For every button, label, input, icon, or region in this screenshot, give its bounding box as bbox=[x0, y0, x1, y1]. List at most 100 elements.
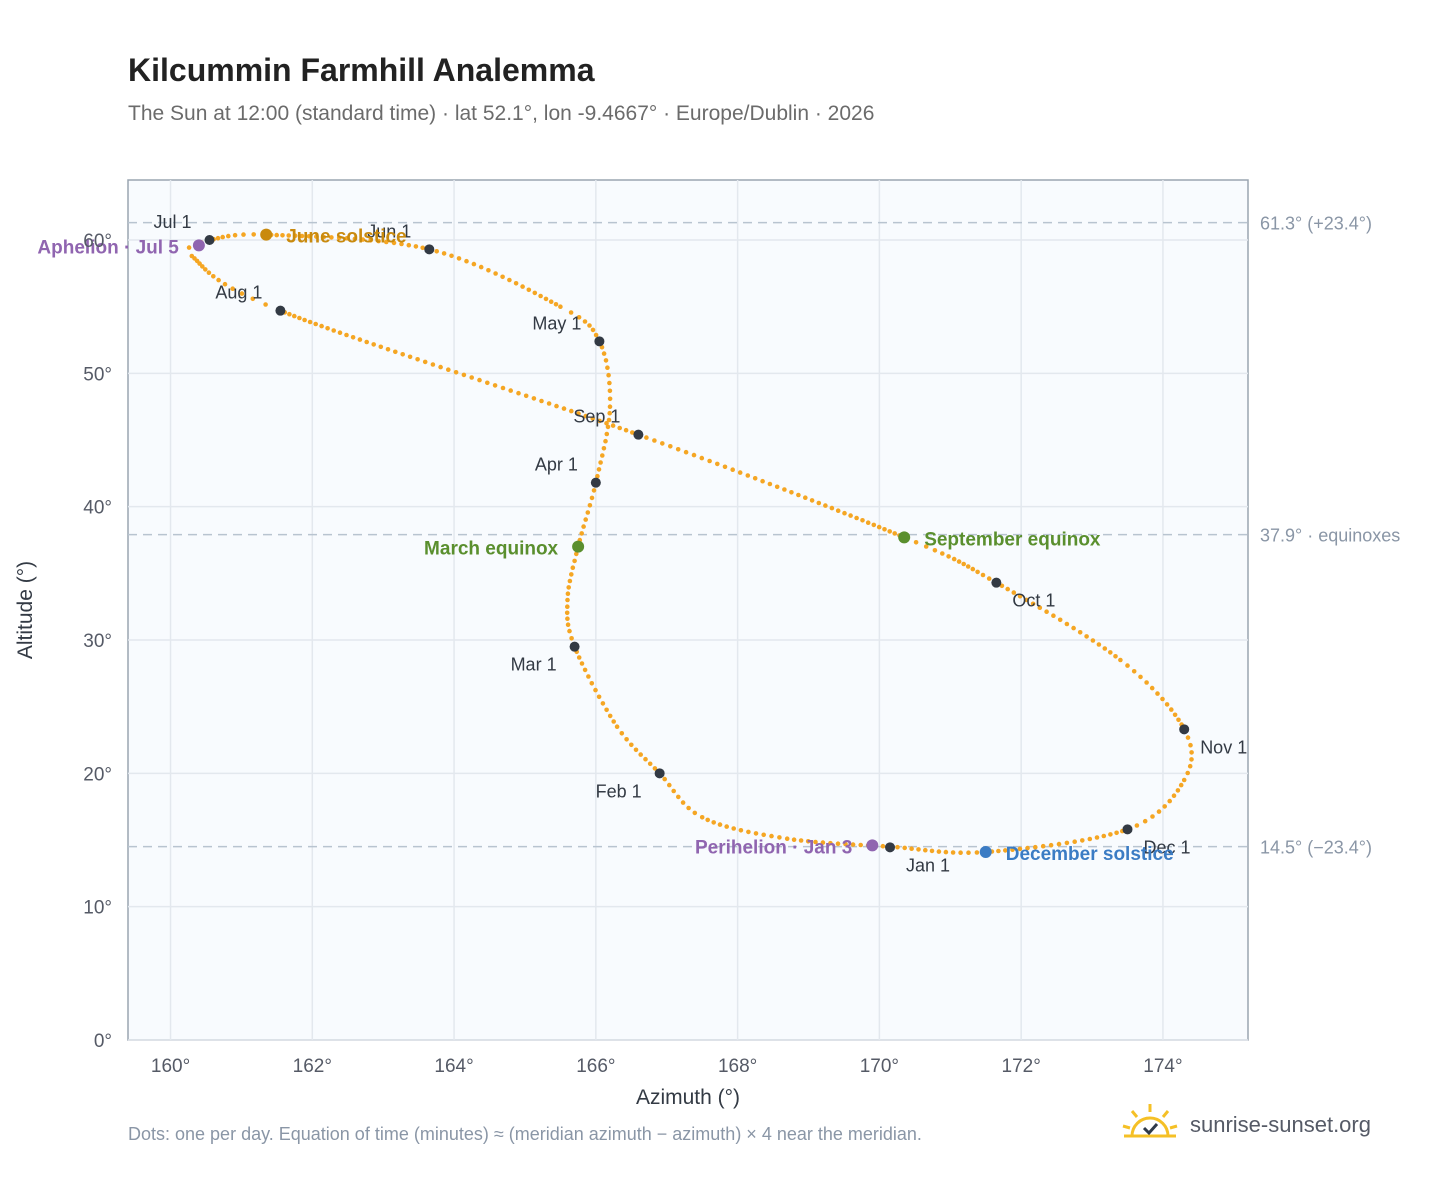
daily-sun-dot bbox=[604, 707, 609, 713]
daily-sun-dot bbox=[929, 848, 935, 854]
daily-sun-dot bbox=[420, 245, 426, 251]
daily-sun-dot bbox=[384, 239, 389, 245]
daily-sun-dot bbox=[1142, 818, 1148, 824]
daily-sun-dot bbox=[546, 401, 552, 406]
grid bbox=[128, 180, 1248, 1041]
daily-sun-dot bbox=[1169, 707, 1174, 712]
daily-sun-dot bbox=[585, 510, 591, 515]
daily-sun-dot bbox=[274, 232, 280, 238]
daily-sun-dot bbox=[538, 293, 543, 299]
daily-sun-dot bbox=[368, 238, 374, 243]
y-tick-label: 60° bbox=[83, 231, 112, 252]
brand[interactable]: sunrise-sunset.org bbox=[1120, 1100, 1420, 1150]
daily-sun-dot bbox=[1162, 804, 1167, 809]
month-marker bbox=[590, 477, 601, 488]
daily-sun-dot bbox=[287, 311, 292, 317]
daily-sun-dot bbox=[1155, 691, 1160, 696]
daily-sun-dot bbox=[500, 274, 505, 280]
daily-sun-dot bbox=[796, 492, 801, 498]
daily-sun-dot bbox=[477, 377, 482, 383]
daily-sun-dot bbox=[500, 385, 506, 391]
daily-sun-dot bbox=[329, 235, 334, 240]
daily-sun-dot bbox=[803, 495, 808, 501]
daily-sun-dot bbox=[805, 839, 811, 844]
daily-sun-dot bbox=[230, 286, 235, 292]
event-marker bbox=[572, 540, 585, 553]
daily-sun-dot bbox=[597, 418, 602, 424]
daily-sun-dot bbox=[644, 435, 649, 440]
daily-sun-dot bbox=[220, 234, 225, 240]
daily-sun-dot bbox=[601, 351, 607, 356]
daily-sun-dot bbox=[761, 832, 766, 838]
daily-sun-dot bbox=[774, 484, 780, 490]
daily-sun-dot bbox=[767, 481, 773, 487]
daily-sun-dot bbox=[579, 531, 584, 536]
daily-sun-dot bbox=[842, 510, 847, 516]
daily-sun-dot bbox=[589, 681, 595, 686]
daily-sun-dot bbox=[593, 687, 598, 693]
daily-sun-dot bbox=[583, 517, 588, 522]
daily-sun-dot bbox=[516, 390, 521, 396]
daily-sun-dot bbox=[913, 540, 919, 545]
daily-sun-dot bbox=[1172, 712, 1178, 718]
month-marker-label: Sep 1 bbox=[573, 407, 620, 427]
daily-sun-dot bbox=[569, 636, 574, 641]
daily-sun-dot bbox=[554, 403, 559, 409]
daily-sun-dot bbox=[940, 551, 945, 556]
y-tick-label: 30° bbox=[83, 631, 112, 652]
analemma-curve bbox=[186, 232, 1194, 855]
daily-sun-dot bbox=[1040, 843, 1046, 849]
event-label: June solstice bbox=[286, 227, 406, 248]
daily-sun-dot bbox=[1064, 840, 1070, 846]
daily-sun-dot bbox=[816, 500, 822, 506]
daily-sun-dot bbox=[1164, 702, 1170, 707]
daily-sun-dot bbox=[576, 315, 582, 320]
event-marker bbox=[979, 846, 992, 858]
daily-sun-dot bbox=[1113, 654, 1118, 659]
daily-sun-dot bbox=[683, 449, 689, 455]
daily-sun-dot bbox=[623, 427, 629, 433]
month-marker-label: Jan 1 bbox=[906, 855, 950, 875]
daily-sun-dot bbox=[1149, 685, 1155, 691]
daily-sun-dot bbox=[567, 628, 572, 634]
daily-sun-dot bbox=[782, 487, 787, 492]
daily-sun-dot bbox=[950, 850, 956, 855]
month-marker-label: May 1 bbox=[532, 313, 581, 333]
daily-sun-dot bbox=[393, 349, 398, 355]
event-label: September equinox bbox=[924, 529, 1101, 550]
daily-sun-dot bbox=[299, 233, 305, 239]
daily-sun-dot bbox=[961, 561, 966, 567]
daily-sun-dot bbox=[570, 565, 576, 570]
daily-sun-dot bbox=[966, 850, 971, 855]
daily-sun-dot bbox=[1087, 836, 1093, 842]
daily-sun-dot bbox=[241, 232, 246, 237]
daily-sun-dot bbox=[595, 473, 600, 479]
axes: 160° 162° 164° 166° 168° 170° 172° 174° 0° 10° 20°… bbox=[83, 231, 1182, 1077]
daily-sun-dot bbox=[813, 839, 818, 845]
daily-sun-dot bbox=[858, 842, 863, 848]
daily-sun-dot bbox=[1108, 832, 1113, 837]
daily-sun-dot bbox=[531, 396, 537, 401]
daily-sun-dot bbox=[564, 610, 570, 616]
daily-sun-dot bbox=[302, 317, 307, 323]
daily-sun-dot bbox=[1108, 650, 1113, 655]
daily-sun-dot bbox=[607, 713, 613, 719]
y-tick-label: 40° bbox=[83, 498, 112, 519]
daily-sun-dot bbox=[865, 520, 871, 525]
daily-sun-dot bbox=[350, 335, 356, 340]
chart-subtitle: The Sun at 12:00 (standard time) · lat 5… bbox=[128, 102, 875, 125]
daily-sun-dot bbox=[1010, 847, 1015, 852]
daily-sun-dot bbox=[1176, 717, 1181, 723]
daily-sun-dot bbox=[854, 515, 859, 521]
daily-sun-dot bbox=[828, 840, 833, 846]
daily-sun-dot bbox=[820, 840, 826, 845]
daily-sun-dot bbox=[590, 327, 596, 333]
reference-lines: 61.3° (+23.4°) 37.9° · equinoxes 14.5° (−2… bbox=[128, 214, 1400, 858]
event-label: Perihelion · Jan 3 bbox=[695, 837, 852, 858]
x-tick-label: 174° bbox=[1143, 1056, 1182, 1077]
month-marker bbox=[424, 244, 435, 255]
daily-sun-dot bbox=[923, 847, 928, 853]
daily-sun-dot bbox=[413, 244, 419, 249]
daily-sun-dot bbox=[532, 290, 538, 296]
daily-sun-dot bbox=[263, 302, 268, 307]
